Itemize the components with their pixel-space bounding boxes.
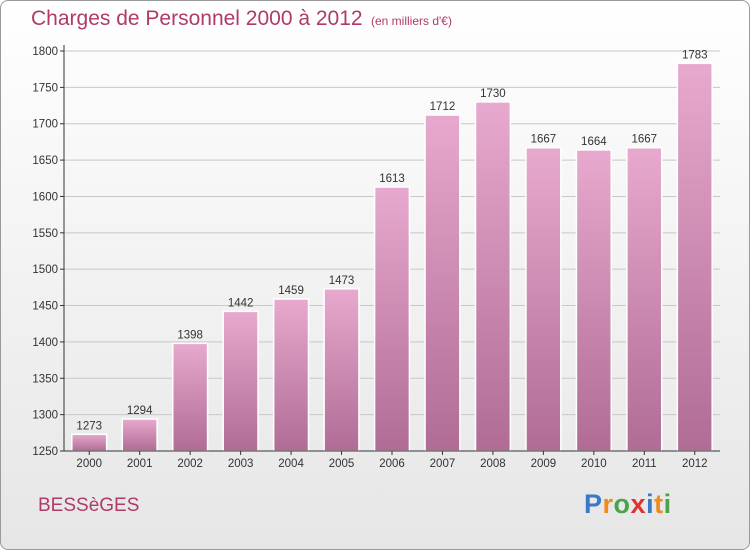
y-tick-label: 1500: [32, 264, 58, 276]
bar-2001: [121, 418, 158, 452]
y-tick-label: 1650: [32, 155, 58, 167]
bars: [71, 62, 713, 452]
x-tick-label: 2006: [379, 458, 405, 470]
bar-2008: [474, 101, 512, 452]
value-label-2006: 1613: [379, 173, 405, 185]
x-tick-label: 2000: [76, 458, 102, 470]
logo-letter: i: [663, 489, 672, 519]
logo-letter: t: [654, 489, 664, 519]
x-tick-label: 2008: [480, 458, 506, 470]
logo-letter: o: [613, 489, 631, 519]
y-axis-ticks: 1250 1300 1350 1400 1450 1500 1550 1600 1650 1700…: [32, 46, 64, 458]
y-tick-label: 1550: [32, 228, 58, 240]
value-label-2003: 1442: [228, 297, 254, 309]
bar-2004: [272, 298, 310, 452]
x-tick-label: 2010: [581, 458, 607, 470]
y-tick-label: 1400: [32, 337, 58, 349]
logo-letter: P: [584, 489, 603, 519]
x-tick-label: 2011: [632, 458, 657, 470]
bar-2011: [626, 146, 663, 452]
x-tick-label: 2009: [531, 458, 557, 470]
proxiti-logo: Proxiti: [584, 489, 672, 520]
logo-letter: i: [646, 489, 655, 519]
x-tick-label: 2003: [228, 458, 254, 470]
y-tick-label: 1250: [32, 446, 58, 458]
value-label-2010: 1664: [581, 136, 607, 148]
bar-2005: [323, 288, 360, 452]
bar-2009: [525, 146, 562, 452]
y-tick-label: 1300: [32, 410, 58, 422]
x-tick-label: 2001: [127, 458, 153, 470]
bar-2003: [222, 310, 259, 452]
value-label-2009: 1667: [531, 134, 557, 146]
value-label-2001: 1294: [127, 405, 153, 417]
bar-2002: [171, 342, 209, 452]
y-tick-label: 1350: [32, 373, 58, 385]
y-tick-label: 1450: [32, 301, 58, 313]
x-axis-ticks: 2000 2001 2002 2003 2004 2005 2006 2007 2008 2009…: [76, 451, 708, 470]
x-tick-label: 2007: [430, 458, 456, 470]
axes: [63, 45, 720, 452]
logo-letter: x: [630, 489, 647, 519]
value-label-2005: 1473: [329, 275, 355, 287]
value-label-2012: 1783: [682, 49, 708, 61]
location-name: BESSèGES: [38, 495, 140, 516]
x-tick-label: 2012: [682, 458, 708, 470]
value-label-2004: 1459: [278, 285, 304, 297]
bar-2006: [373, 186, 411, 452]
x-tick-label: 2002: [177, 458, 203, 470]
value-label-2011: 1667: [632, 134, 658, 146]
bar-2012: [676, 62, 713, 452]
value-label-2000: 1273: [76, 420, 102, 432]
value-label-2008: 1730: [480, 88, 506, 100]
chart-title: Charges de Personnel 2000 à 2012: [31, 7, 363, 30]
y-tick-label: 1600: [32, 191, 58, 203]
y-tick-label: 1700: [32, 119, 58, 131]
y-tick-label: 1750: [32, 82, 58, 94]
x-tick-label: 2004: [278, 458, 304, 470]
value-labels: 1273 1294 1398 1442 1459 1473 1613 1712 1730 1667…: [76, 49, 707, 432]
y-tick-label: 1800: [32, 46, 58, 58]
value-label-2007: 1712: [430, 101, 456, 113]
value-label-2002: 1398: [177, 329, 203, 341]
bar-2010: [575, 149, 613, 452]
x-tick-label: 2005: [329, 458, 355, 470]
bar-2000: [71, 433, 108, 452]
chart-subtitle: (en milliers d'€): [371, 14, 452, 28]
bar-2007: [424, 114, 461, 452]
logo-letter: r: [602, 489, 614, 519]
